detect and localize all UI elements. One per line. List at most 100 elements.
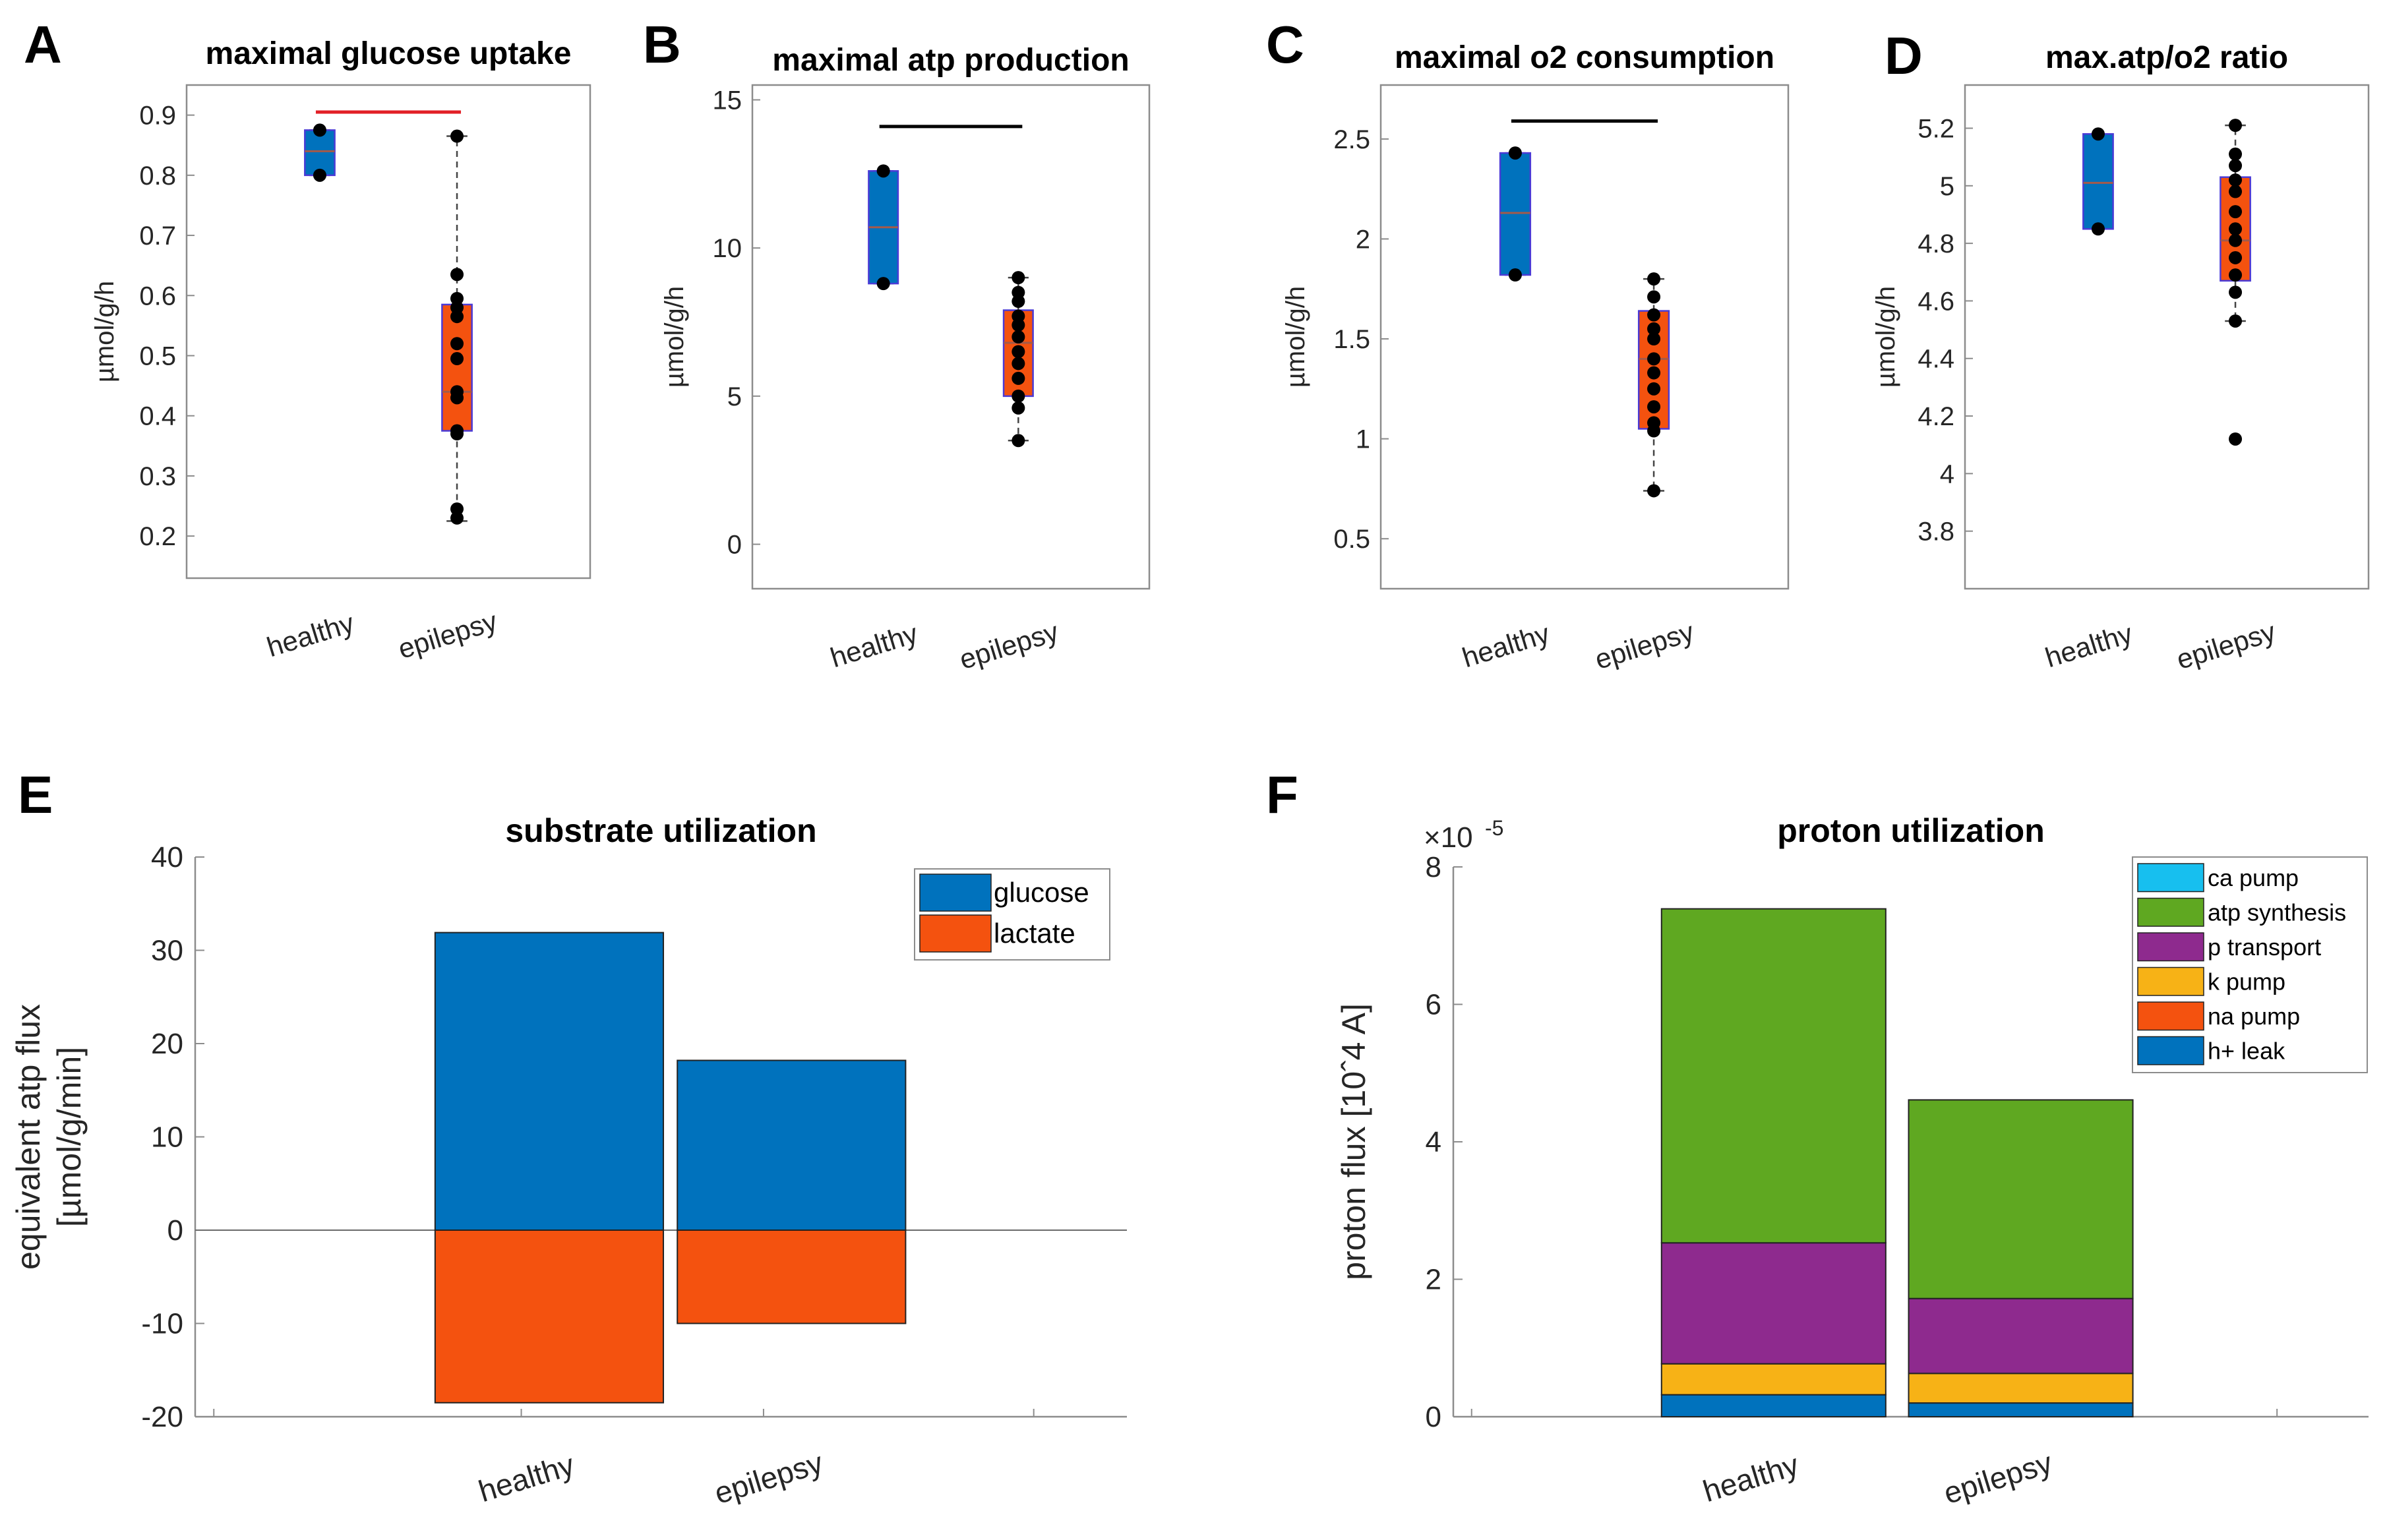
- data-point: [1647, 352, 1661, 366]
- x-tick-label: healthy: [827, 618, 921, 674]
- data-point: [450, 310, 464, 324]
- y-exponent-label: ×10: [1424, 821, 1473, 854]
- x-tick-label: epilepsy: [394, 605, 500, 665]
- bar-glucose-epilepsy: [677, 1059, 907, 1231]
- y-tick-label: 0.2: [139, 522, 176, 551]
- data-point: [313, 123, 326, 137]
- data-point: [450, 391, 464, 405]
- data-point: [2229, 185, 2243, 198]
- y-tick-label: 2: [1426, 1264, 1441, 1296]
- data-point: [450, 511, 464, 525]
- box-healthy: [2082, 133, 2114, 230]
- y-tick-label: 4.6: [1918, 287, 1954, 316]
- data-point: [2229, 285, 2243, 299]
- x-tick-label: epilepsy: [2173, 616, 2279, 675]
- data-point: [1508, 146, 1522, 160]
- legend-label-h-leak: h+ leak: [2208, 1038, 2285, 1065]
- data-point: [2229, 119, 2243, 133]
- y-axis-label: equivalent atp flux: [10, 1004, 47, 1270]
- bar-atp-synthesis-epilepsy: [1908, 1099, 2134, 1299]
- data-point: [1012, 330, 1025, 343]
- x-tick-label: epilepsy: [1940, 1445, 2057, 1510]
- data-point: [1647, 332, 1661, 346]
- legend-swatch-atp-synthesis: [2137, 897, 2204, 927]
- box-healthy: [1499, 152, 1532, 276]
- data-point: [2229, 205, 2243, 219]
- data-point: [2229, 432, 2243, 446]
- y-tick-label: 1: [1356, 425, 1370, 454]
- y-tick-label: 1.5: [1333, 325, 1370, 354]
- legend-swatch-glucose: [919, 874, 992, 912]
- data-point: [450, 129, 464, 143]
- data-point: [2229, 314, 2243, 328]
- bar-lactate-healthy: [434, 1229, 665, 1404]
- chart-title: maximal o2 consumption: [1395, 40, 1774, 75]
- data-point: [1647, 424, 1661, 438]
- y-tick-label: -20: [141, 1401, 183, 1433]
- legend-label-glucose: glucose: [994, 877, 1089, 908]
- data-point: [1012, 318, 1025, 332]
- plot-frame: [1379, 84, 1790, 590]
- x-tick-label: healthy: [2041, 618, 2136, 674]
- panel-label-B: B: [643, 15, 681, 74]
- legend-label-k-pump: k pump: [2208, 968, 2285, 995]
- data-point: [2229, 159, 2243, 173]
- y-tick-label: 0: [167, 1214, 183, 1247]
- y-tick-label: 4.4: [1918, 345, 1954, 374]
- y-tick-label: 5: [727, 382, 742, 411]
- data-point: [2229, 233, 2243, 247]
- data-point: [1012, 401, 1025, 415]
- data-point: [1012, 345, 1025, 359]
- y-tick-label: 5: [1940, 172, 1954, 201]
- y-tick-label: 5.2: [1918, 114, 1954, 143]
- y-tick-label: 2.5: [1333, 125, 1370, 154]
- y-tick-label: 8: [1426, 851, 1441, 883]
- data-point: [1012, 295, 1025, 309]
- y-tick-label: 20: [151, 1028, 183, 1060]
- data-point: [450, 352, 464, 366]
- y-tick-label: -10: [141, 1308, 183, 1340]
- x-tick-label: healthy: [263, 607, 357, 663]
- data-point: [1012, 434, 1025, 448]
- bar-h-leak-healthy: [1660, 1394, 1887, 1417]
- legend-label-na-pump: na pump: [2208, 1003, 2300, 1030]
- chart-title: proton utilization: [1777, 812, 2044, 849]
- legend-swatch-na-pump: [2137, 1001, 2204, 1031]
- y-tick-label: 0: [1426, 1401, 1441, 1433]
- data-point: [2229, 222, 2243, 236]
- chart-title: maximal atp production: [772, 43, 1129, 78]
- plot-frame: [1964, 84, 2370, 590]
- data-point: [1508, 268, 1522, 282]
- data-point: [450, 502, 464, 516]
- bar-p-transport-healthy: [1660, 1242, 1887, 1365]
- y-tick-label: 0: [727, 531, 742, 560]
- chart-title: max.atp/o2 ratio: [2045, 40, 2288, 75]
- legend-label-atp-synthesis: atp synthesis: [2208, 899, 2346, 926]
- legend-swatch-lactate: [919, 914, 992, 953]
- y-axis-label: proton flux [10ˆ4 A]: [1335, 1003, 1372, 1280]
- bar-atp-synthesis-healthy: [1660, 908, 1887, 1244]
- data-point: [1012, 389, 1025, 403]
- legend-swatch-p-transport: [2137, 932, 2204, 962]
- data-point: [876, 164, 890, 178]
- data-point: [1647, 272, 1661, 286]
- panel-label-E: E: [18, 765, 53, 824]
- y-tick-label: 0.9: [139, 102, 176, 131]
- data-point: [1647, 366, 1661, 380]
- bar-k-pump-healthy: [1660, 1363, 1887, 1396]
- chart-title: maximal glucose uptake: [206, 36, 572, 71]
- data-point: [1012, 357, 1025, 370]
- legend-swatch-ca-pump: [2137, 863, 2204, 893]
- y-tick-label: 2: [1356, 225, 1370, 254]
- x-tick-label: epilepsy: [956, 616, 1062, 675]
- data-point: [1647, 290, 1661, 304]
- data-point: [2091, 222, 2105, 236]
- y-tick-label: 10: [151, 1121, 183, 1154]
- data-point: [1647, 308, 1661, 322]
- panel-label-F: F: [1266, 765, 1298, 824]
